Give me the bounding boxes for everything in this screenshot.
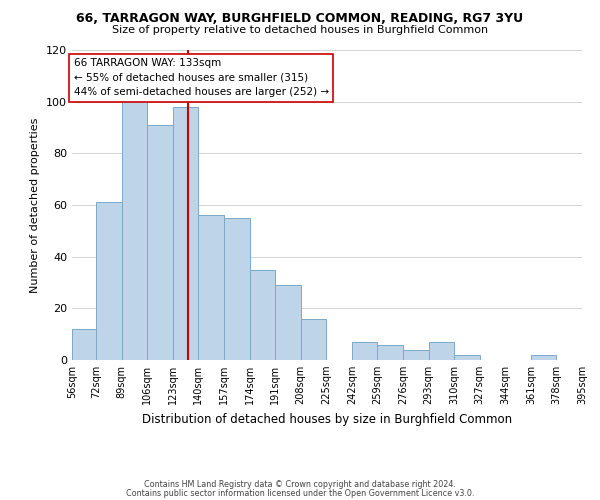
Bar (199, 216, 224, 360)
Bar (428, 342, 454, 360)
Bar (377, 344, 403, 360)
Y-axis label: Number of detached properties: Number of detached properties (31, 118, 40, 292)
Text: Size of property relative to detached houses in Burghfield Common: Size of property relative to detached ho… (112, 25, 488, 35)
Text: 66 TARRAGON WAY: 133sqm
← 55% of detached houses are smaller (315)
44% of semi-d: 66 TARRAGON WAY: 133sqm ← 55% of detache… (74, 58, 329, 98)
Bar (403, 350, 428, 360)
Bar (301, 318, 326, 360)
Bar (122, 99, 147, 360)
X-axis label: Distribution of detached houses by size in Burghfield Common: Distribution of detached houses by size … (142, 412, 512, 426)
Bar (173, 107, 199, 360)
Text: Contains public sector information licensed under the Open Government Licence v3: Contains public sector information licen… (126, 488, 474, 498)
Bar (96, 202, 122, 360)
Bar (531, 355, 556, 360)
Bar (454, 355, 479, 360)
Bar (224, 218, 250, 360)
Text: 66, TARRAGON WAY, BURGHFIELD COMMON, READING, RG7 3YU: 66, TARRAGON WAY, BURGHFIELD COMMON, REA… (76, 12, 524, 26)
Bar (72, 329, 96, 360)
Bar (250, 270, 275, 360)
Bar (275, 285, 301, 360)
Bar (147, 125, 173, 360)
Text: Contains HM Land Registry data © Crown copyright and database right 2024.: Contains HM Land Registry data © Crown c… (144, 480, 456, 489)
Bar (352, 342, 377, 360)
